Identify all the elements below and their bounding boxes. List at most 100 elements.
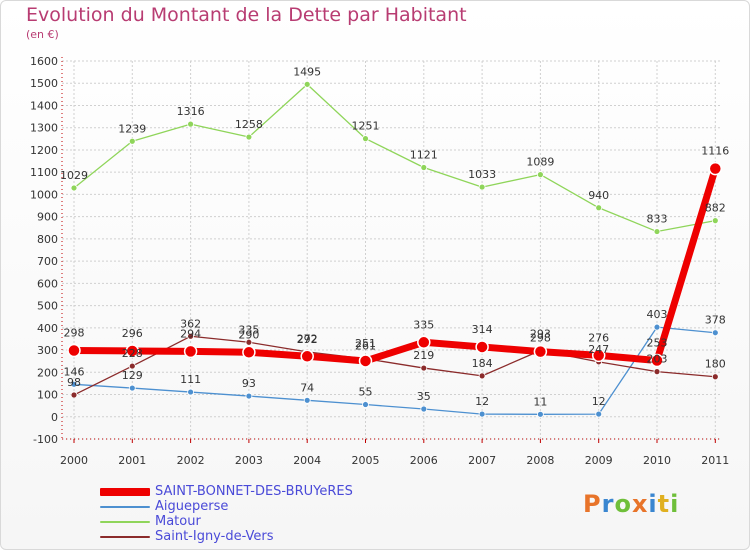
y-tick-label: 1200	[30, 144, 58, 157]
data-point-saint-igny	[245, 338, 253, 346]
data-label-saint-bonnet: 293	[530, 328, 551, 341]
data-label-saint-igny: 247	[588, 343, 609, 356]
data-point-aigueperse	[537, 410, 544, 418]
logo-letter: x	[631, 490, 649, 518]
y-tick-label: 600	[37, 277, 58, 290]
data-label-saint-bonnet: 298	[64, 327, 85, 340]
data-label-aigueperse: 74	[300, 381, 314, 394]
data-label-matour: 882	[705, 202, 726, 215]
data-label-aigueperse: 378	[705, 314, 726, 327]
logo-letter: o	[614, 490, 632, 518]
data-label-matour: 1495	[293, 65, 321, 78]
data-point-matour	[70, 184, 78, 192]
data-point-saint-bonnet	[591, 348, 606, 363]
chart-subtitle: (en €)	[26, 28, 59, 41]
x-tick-label: 2005	[352, 454, 380, 467]
legend-item-aigueperse[interactable]: Aigueperse	[100, 499, 420, 515]
data-point-saint-bonnet	[417, 335, 431, 350]
y-tick-label: 200	[37, 366, 58, 379]
data-label-aigueperse: 129	[122, 369, 143, 382]
axis-layer: -100 0 100 200 300 400 500 600 700 800 900 1000 1100…	[30, 55, 729, 467]
y-tick-label: 800	[37, 233, 58, 246]
data-point-saint-igny	[653, 368, 661, 376]
logo-letter: i	[670, 490, 680, 518]
data-point-saint-igny	[420, 364, 428, 372]
data-point-matour	[478, 183, 486, 191]
legend-item-saint-bonnet[interactable]: SAINT-BONNET-DES-BRUYeRES	[100, 484, 420, 500]
data-label-saint-bonnet: 1116	[701, 145, 729, 158]
x-tick-label: 2006	[410, 454, 438, 467]
data-label-aigueperse: 11	[533, 395, 547, 408]
data-label-saint-igny: 335	[238, 323, 259, 336]
data-label-saint-igny: 184	[472, 357, 493, 370]
y-tick-label: 1100	[30, 166, 58, 179]
series-layer	[67, 80, 723, 418]
data-label-aigueperse: 111	[180, 373, 201, 386]
series-line-saint-igny	[73, 335, 716, 396]
data-point-saint-igny	[70, 391, 78, 399]
data-label-aigueperse: 403	[647, 308, 668, 321]
data-label-saint-bonnet: 272	[297, 332, 318, 345]
data-label-saint-igny: 292	[297, 333, 318, 346]
data-label-saint-bonnet: 335	[413, 318, 434, 331]
data-point-saint-igny	[711, 373, 719, 381]
data-point-matour	[245, 133, 253, 141]
data-point-aigueperse	[653, 323, 661, 331]
data-label-aigueperse: 35	[417, 390, 431, 403]
x-tick-label: 2008	[526, 454, 554, 467]
data-label-aigueperse: 12	[592, 395, 606, 408]
data-point-saint-bonnet	[708, 161, 723, 176]
data-label-saint-bonnet: 296	[122, 327, 143, 340]
y-tick-label: 300	[37, 344, 58, 357]
legend-swatch-matour	[100, 521, 150, 523]
data-point-saint-bonnet	[358, 354, 373, 368]
data-point-aigueperse	[420, 405, 428, 413]
data-point-aigueperse	[595, 410, 603, 418]
data-label-saint-igny: 261	[355, 340, 376, 353]
data-label-saint-igny: 180	[705, 358, 726, 371]
y-tick-label: 1300	[30, 122, 58, 135]
data-point-aigueperse	[245, 392, 253, 400]
y-tick-label: 400	[37, 322, 58, 335]
data-label-matour: 833	[647, 213, 668, 226]
data-point-aigueperse	[187, 388, 195, 396]
data-label-matour: 1033	[468, 168, 496, 181]
data-point-saint-igny	[128, 362, 136, 370]
y-tick-label: 700	[37, 255, 58, 268]
series-line-matour	[73, 83, 716, 233]
data-label-matour: 1029	[60, 169, 88, 182]
data-label-aigueperse: 146	[64, 365, 85, 378]
data-point-saint-igny	[187, 332, 195, 340]
x-tick-label: 2009	[585, 454, 613, 467]
data-label-saint-bonnet: 251	[355, 337, 376, 350]
data-point-aigueperse	[128, 384, 136, 392]
data-point-saint-bonnet	[183, 344, 198, 359]
data-label-aigueperse: 93	[242, 377, 256, 390]
y-tick-label: 1400	[30, 99, 58, 112]
data-point-saint-igny	[478, 372, 486, 380]
proxiti-logo[interactable]: Proxiti	[583, 490, 679, 518]
legend-item-matour[interactable]: Matour	[100, 514, 420, 530]
y-tick-label: 100	[37, 389, 58, 402]
data-point-matour	[595, 204, 603, 212]
data-point-saint-bonnet	[67, 343, 81, 358]
y-tick-label: 1000	[30, 188, 58, 201]
series-line-aigueperse	[73, 326, 716, 415]
legend-label-aigueperse: Aigueperse	[155, 499, 229, 514]
x-tick-label: 2004	[293, 454, 321, 467]
data-point-matour	[303, 80, 311, 88]
chart-title: Evolution du Montant de la Dette par Hab…	[26, 4, 467, 26]
data-label-saint-igny: 298	[530, 332, 551, 345]
data-point-aigueperse	[478, 410, 486, 418]
data-point-matour	[653, 228, 661, 235]
y-tick-label: 500	[37, 300, 58, 313]
data-point-aigueperse	[303, 396, 311, 404]
grid-layer	[62, 60, 720, 440]
data-point-matour	[537, 171, 544, 179]
data-label-matour: 1089	[526, 156, 554, 169]
data-label-saint-igny: 228	[122, 347, 143, 360]
data-point-saint-bonnet	[242, 345, 256, 360]
legend-item-saint-igny[interactable]: Saint-Igny-de-Vers	[100, 529, 420, 545]
